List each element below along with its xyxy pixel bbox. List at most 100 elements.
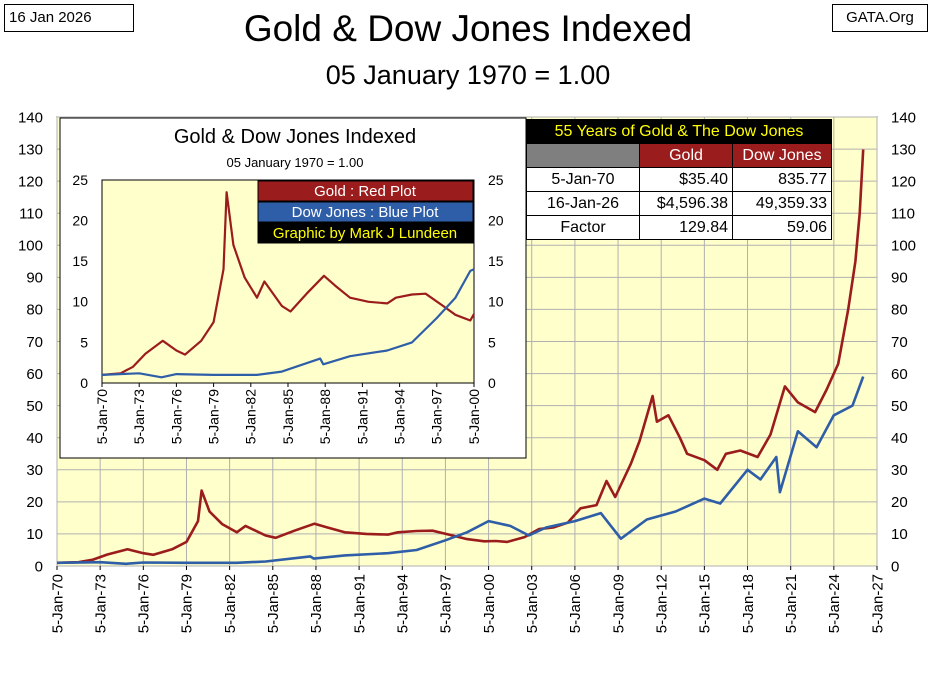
x-tick-label: 5-Jan-88 <box>317 389 333 444</box>
x-tick-label: 5-Jan-21 <box>783 574 800 633</box>
y-tick-label-left: 110 <box>19 205 43 222</box>
main-x-axis: 5-Jan-70 5-Jan-73 5-Jan-76 5-Jan-79 5-Jan-82… <box>49 566 886 633</box>
x-tick-label: 5-Jan-94 <box>395 574 412 633</box>
x-tick-label: 5-Jan-09 <box>610 574 627 633</box>
y-tick-label-left: 15 <box>72 253 88 269</box>
y-tick-label-left: 0 <box>35 558 43 575</box>
legend-gold-text: Gold : Red Plot <box>314 183 417 200</box>
y-tick-label-right: 100 <box>891 238 916 255</box>
y-tick-label-left: 20 <box>26 494 43 511</box>
x-tick-label: 5-Jan-76 <box>168 389 184 444</box>
x-tick-label: 5-Jan-88 <box>308 574 325 633</box>
legend-gold-box <box>257 180 474 202</box>
legend-dow-text: Dow Jones : Blue Plot <box>292 204 440 221</box>
x-tick-label: 5-Jan-85 <box>265 574 282 633</box>
x-tick-label: 5-Jan-85 <box>280 389 296 444</box>
page-subtitle: 05 January 1970 = 1.00 <box>325 60 611 90</box>
y-tick-label-left: 20 <box>72 213 88 229</box>
y-tick-label-right: 10 <box>891 526 908 543</box>
x-tick-label: 5-Jan-70 <box>49 574 66 633</box>
date-label: 16 Jan 2026 <box>4 4 134 32</box>
x-tick-label: 5-Jan-91 <box>351 574 368 633</box>
y-tick-label-right: 5 <box>488 334 496 350</box>
x-tick-label: 5-Jan-79 <box>206 389 222 444</box>
y-tick-label-right: 80 <box>891 302 908 319</box>
legend-dow-box <box>257 201 474 223</box>
y-tick-label-left: 40 <box>26 430 43 447</box>
summary-table-corner <box>526 143 640 168</box>
summary-table: 55 Years of Gold & The Dow Jones Gold Do… <box>526 119 832 240</box>
y-tick-label-right: 10 <box>488 294 504 310</box>
y-tick-label-left: 25 <box>72 172 88 188</box>
inset-legend: Gold : Red Plot Dow Jones : Blue Plot Gr… <box>257 180 474 244</box>
x-tick-label: 5-Jan-24 <box>826 574 843 633</box>
legend-credit-text: Graphic by Mark J Lundeen <box>273 225 457 242</box>
x-tick-label: 5-Jan-91 <box>354 389 370 444</box>
y-tick-label-right: 20 <box>891 494 908 511</box>
y-tick-label-right: 130 <box>891 141 916 158</box>
y-tick-label-left: 0 <box>80 375 88 391</box>
y-tick-label-left: 70 <box>26 334 43 351</box>
y-tick-label-right: 70 <box>891 334 908 351</box>
inset-subtitle: 05 January 1970 = 1.00 <box>227 155 364 170</box>
table-row: Factor 129.84 59.06 <box>526 215 832 240</box>
y-tick-label-right: 110 <box>891 205 915 222</box>
y-tick-label-left: 80 <box>26 302 43 319</box>
x-tick-label: 5-Jan-79 <box>179 574 196 633</box>
y-tick-label-right: 15 <box>488 253 504 269</box>
x-tick-label: 5-Jan-18 <box>740 574 757 633</box>
inset-series-lines <box>101 191 475 379</box>
page-title: Gold & Dow Jones Indexed <box>243 8 693 49</box>
x-tick-label: 5-Jan-06 <box>567 574 584 633</box>
x-tick-label: 5-Jan-73 <box>92 574 109 633</box>
y-tick-label-left: 30 <box>26 462 43 479</box>
x-tick-label: 5-Jan-15 <box>697 574 714 633</box>
source-label: GATA.Org <box>832 4 928 32</box>
row-label: Factor <box>526 215 640 240</box>
series-line-dow-jones <box>56 376 865 566</box>
main-series-lines <box>56 149 865 566</box>
y-tick-label-left: 120 <box>18 173 43 190</box>
y-tick-label-right: 40 <box>891 430 908 447</box>
row-gold: $35.40 <box>639 167 733 192</box>
x-tick-label: 5-Jan-27 <box>869 574 886 633</box>
y-tick-label-right: 30 <box>891 462 908 479</box>
inset-y-axis-left: 0 5 10 15 20 25 <box>72 172 88 391</box>
row-label: 5-Jan-70 <box>526 167 640 192</box>
summary-table-header-dow: Dow Jones <box>732 143 832 168</box>
y-tick-label-left: 100 <box>18 238 43 255</box>
y-tick-label-right: 140 <box>891 109 916 126</box>
row-gold: $4,596.38 <box>639 191 733 216</box>
x-tick-label: 5-Jan-82 <box>222 574 239 633</box>
summary-table-header-gold: Gold <box>639 143 733 168</box>
y-tick-label-right: 20 <box>488 213 504 229</box>
y-tick-label-left: 90 <box>26 270 43 287</box>
x-tick-label: 5-Jan-12 <box>653 574 670 633</box>
row-label: 16-Jan-26 <box>526 191 640 216</box>
x-tick-label: 5-Jan-73 <box>131 389 147 444</box>
legend-credit-box <box>257 222 474 244</box>
x-tick-label: 5-Jan-94 <box>392 389 408 444</box>
y-tick-label-right: 90 <box>891 270 908 287</box>
y-tick-label-right: 0 <box>891 558 899 575</box>
series-line-gold <box>101 191 475 376</box>
y-tick-label-left: 130 <box>18 141 43 158</box>
x-tick-label: 5-Jan-00 <box>466 389 482 444</box>
x-tick-label: 5-Jan-76 <box>136 574 153 633</box>
x-tick-label: 5-Jan-97 <box>429 389 445 444</box>
summary-table-caption: 55 Years of Gold & The Dow Jones <box>526 119 832 144</box>
y-tick-label-left: 5 <box>80 334 88 350</box>
row-gold: 129.84 <box>639 215 733 240</box>
y-tick-label-right: 60 <box>891 366 908 383</box>
table-row: 5-Jan-70 $35.40 835.77 <box>526 167 832 192</box>
inset-x-axis: 5-Jan-70 5-Jan-73 5-Jan-76 5-Jan-79 5-Jan-82… <box>94 383 482 444</box>
y-tick-label-left: 10 <box>26 526 43 543</box>
main-y-axis-left: 0 10 20 30 40 50 60 70 80 90 100 110 120 130 140 <box>18 109 43 575</box>
row-dow: 49,359.33 <box>732 191 832 216</box>
x-tick-label: 5-Jan-82 <box>243 389 259 444</box>
y-tick-label-right: 50 <box>891 398 908 415</box>
table-row: 16-Jan-26 $4,596.38 49,359.33 <box>526 191 832 216</box>
x-tick-label: 5-Jan-70 <box>94 389 110 444</box>
main-y-axis-right: 0 10 20 30 40 50 60 70 80 90 100 110 120 130 140 <box>891 109 916 575</box>
